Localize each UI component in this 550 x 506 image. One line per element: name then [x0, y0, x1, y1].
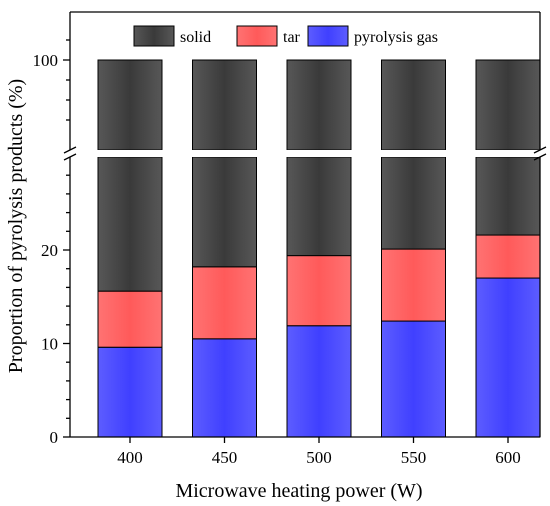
- x-tick-label-500: 500: [306, 448, 332, 467]
- bar-solid-upper-450: [192, 59, 257, 151]
- y-tick-label: 10: [41, 335, 58, 354]
- bar-solid-upper-600: [475, 59, 541, 151]
- axes-layer: [62, 11, 548, 443]
- x-tick-label-600: 600: [495, 448, 521, 467]
- bar-tar-500: [286, 255, 352, 327]
- bar-solid-upper-550: [381, 59, 446, 151]
- bar-pyrolysis-gas-400: [97, 346, 163, 438]
- y-axis-title: Proportion of pyrolysis products (%): [5, 79, 27, 373]
- bar-solid-600: [475, 156, 541, 236]
- bar-solid-upper-400: [97, 59, 163, 151]
- break-mark-right-a: [533, 146, 547, 154]
- bar-pyrolysis-gas-500: [286, 325, 352, 438]
- bar-solid-400: [97, 156, 163, 292]
- legend-label-pyrolysis-gas: pyrolysis gas: [354, 29, 438, 46]
- bar-solid-450: [192, 156, 257, 268]
- bar-tar-400: [97, 290, 163, 348]
- legend-swatch-tar: [236, 25, 278, 47]
- bar-solid-550: [381, 156, 446, 250]
- legend-swatch-pyrolysis-gas: [307, 25, 349, 47]
- x-tick-label-450: 450: [212, 448, 238, 467]
- ticks-layer: 0 10 20 100 400 450 500 550 600: [33, 51, 521, 467]
- bar-pyrolysis-gas-600: [475, 277, 541, 438]
- legend-label-solid: solid: [180, 29, 211, 46]
- axis-break-band: [62, 150, 548, 157]
- bars-layer: [97, 59, 541, 438]
- bar-tar-450: [192, 266, 257, 340]
- x-tick-label-550: 550: [401, 448, 427, 467]
- break-mark-left-a: [63, 146, 77, 154]
- y-tick-label: 100: [33, 51, 59, 70]
- legend-swatch-solid: [133, 25, 175, 47]
- y-tick-label: 20: [41, 241, 58, 260]
- legend-label-tar: tar: [283, 29, 301, 46]
- bar-solid-upper-500: [286, 59, 352, 151]
- bar-pyrolysis-gas-550: [381, 320, 446, 438]
- legend: solid tar pyrolysis gas: [133, 25, 438, 47]
- y-tick-label: 0: [50, 428, 59, 447]
- bar-pyrolysis-gas-450: [192, 338, 257, 438]
- x-axis-title: Microwave heating power (W): [175, 480, 422, 502]
- break-mark-left-b: [63, 153, 77, 161]
- bar-tar-550: [381, 248, 446, 322]
- break-mark-right-b: [533, 153, 547, 161]
- bar-solid-500: [286, 156, 352, 257]
- bar-tar-600: [475, 234, 541, 279]
- x-tick-label-400: 400: [117, 448, 143, 467]
